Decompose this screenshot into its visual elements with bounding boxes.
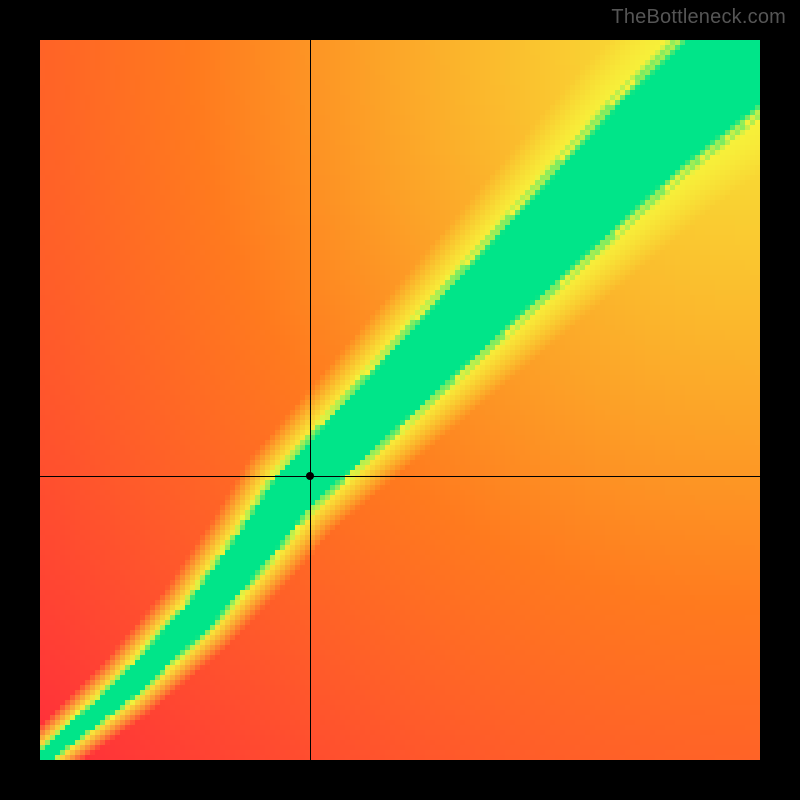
crosshair-vertical [310,40,311,760]
crosshair-marker-dot [306,472,314,480]
plot-area [40,40,760,760]
bottleneck-heatmap [40,40,760,760]
crosshair-horizontal [40,476,760,477]
chart-outer-frame: TheBottleneck.com [0,0,800,800]
watermark-text: TheBottleneck.com [611,6,786,29]
